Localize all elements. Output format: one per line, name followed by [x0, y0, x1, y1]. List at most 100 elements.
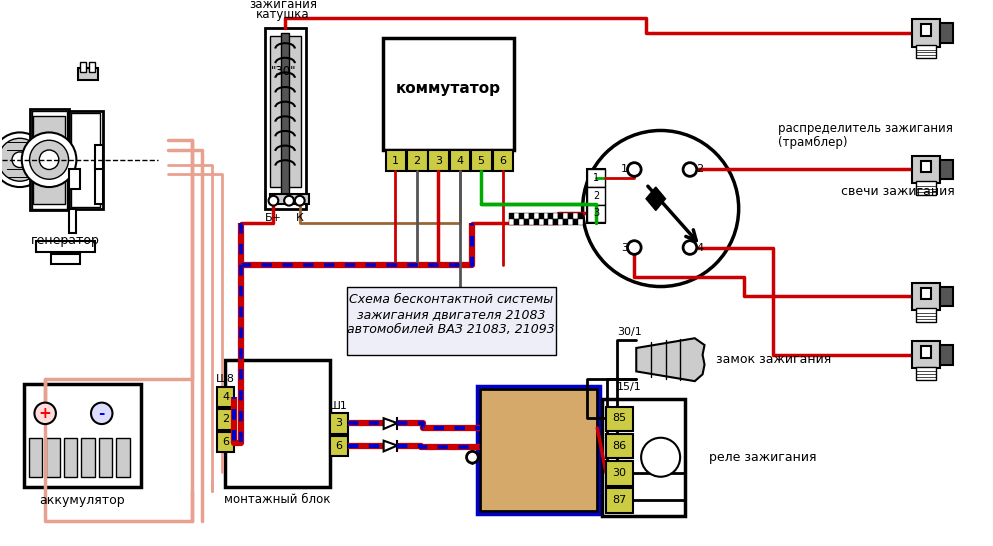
Bar [548, 213, 553, 219]
Bar [568, 213, 573, 219]
Bar [913, 156, 939, 183]
Bar [519, 213, 524, 219]
Text: 4: 4 [222, 392, 229, 402]
Text: К: К [296, 213, 304, 223]
Text: -: - [98, 406, 105, 421]
Bar [524, 213, 529, 219]
Bar [29, 438, 43, 477]
Bar [606, 489, 634, 513]
Bar [216, 410, 234, 430]
Circle shape [583, 130, 739, 287]
Text: +: + [39, 406, 52, 421]
Bar [81, 438, 95, 477]
Polygon shape [383, 441, 397, 452]
Text: Ш1: Ш1 [330, 401, 349, 411]
Circle shape [456, 302, 464, 310]
Text: аккумулятор: аккумулятор [40, 494, 125, 507]
Bar [563, 213, 568, 219]
Bar [543, 213, 548, 219]
Circle shape [35, 402, 56, 424]
Text: 30: 30 [613, 468, 627, 478]
Bar [69, 169, 80, 189]
Bar [216, 387, 234, 407]
Bar [95, 164, 102, 204]
Bar [917, 45, 935, 58]
Bar [588, 169, 605, 223]
Text: коммутатор: коммутатор [395, 81, 500, 96]
Polygon shape [646, 187, 665, 210]
Bar [529, 219, 534, 225]
Text: 6: 6 [222, 437, 229, 447]
Bar [509, 213, 514, 219]
Text: 3: 3 [593, 209, 600, 218]
Text: 1: 1 [593, 173, 600, 183]
Text: Ш8: Ш8 [216, 374, 235, 384]
Polygon shape [637, 338, 705, 381]
Bar [568, 219, 573, 225]
Bar [922, 161, 930, 173]
Bar [939, 23, 953, 43]
Bar [224, 360, 330, 486]
Circle shape [12, 152, 28, 168]
Text: 86: 86 [613, 441, 627, 450]
Circle shape [628, 241, 641, 254]
Circle shape [683, 163, 697, 176]
Bar [69, 111, 102, 209]
Bar [514, 219, 519, 225]
Bar [330, 436, 348, 456]
Bar [407, 150, 428, 171]
Text: 2: 2 [696, 164, 703, 175]
Text: 1: 1 [392, 156, 399, 166]
Circle shape [22, 133, 76, 187]
Bar [922, 288, 930, 299]
Circle shape [40, 150, 59, 169]
Bar [478, 386, 600, 514]
Text: 6: 6 [336, 441, 343, 450]
Text: 2: 2 [593, 191, 600, 201]
Bar [543, 219, 548, 225]
Bar [452, 311, 468, 321]
Circle shape [0, 138, 42, 181]
Bar [553, 213, 558, 219]
Text: монтажный блок: монтажный блок [224, 492, 331, 506]
Bar [519, 219, 524, 225]
Text: 87: 87 [613, 495, 627, 505]
Bar [917, 181, 935, 195]
Text: 2: 2 [413, 156, 420, 166]
Bar [95, 145, 102, 169]
Circle shape [628, 163, 641, 176]
Bar [606, 461, 634, 485]
Bar [269, 194, 309, 204]
Bar [37, 241, 95, 252]
Bar [534, 219, 539, 225]
Text: замок зажигания: замок зажигания [716, 353, 831, 366]
Bar [524, 219, 529, 225]
Bar [385, 150, 406, 171]
Text: 3: 3 [336, 418, 343, 428]
Circle shape [0, 133, 47, 187]
Bar [99, 438, 112, 477]
Bar [69, 209, 76, 233]
Bar [578, 213, 583, 219]
Text: 15/1: 15/1 [617, 382, 641, 392]
Bar [64, 438, 77, 477]
Text: 30/1: 30/1 [617, 328, 641, 337]
Bar [534, 213, 539, 219]
Bar [606, 407, 634, 431]
Circle shape [641, 438, 680, 477]
Text: 6: 6 [499, 156, 506, 166]
Bar [917, 308, 935, 322]
Bar [24, 384, 141, 486]
Bar [481, 389, 597, 511]
Bar [269, 36, 301, 187]
Text: Б+: Б+ [265, 213, 282, 223]
Circle shape [295, 196, 305, 206]
Text: 4: 4 [456, 156, 464, 166]
Bar [30, 109, 69, 210]
Bar [573, 219, 578, 225]
Bar [51, 254, 80, 264]
Bar [116, 438, 130, 477]
Bar [281, 33, 289, 194]
Circle shape [30, 140, 69, 179]
Bar [539, 219, 543, 225]
